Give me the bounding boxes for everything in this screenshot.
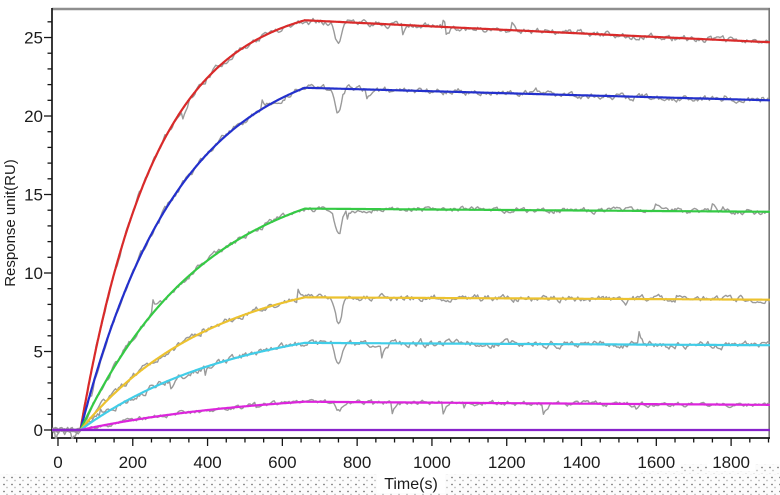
series-curve-6-fit: [52, 400, 770, 432]
y-tick-label: 15: [24, 186, 43, 205]
x-tick-label-bg: [632, 451, 681, 471]
x-tick-label: 200: [119, 453, 147, 472]
y-tick-label: 20: [24, 107, 43, 126]
x-tick-label-bg: [482, 451, 531, 471]
x-tick-label: 1000: [413, 453, 451, 472]
x-tick-label-bg: [557, 451, 606, 471]
x-tick-label: 0: [53, 453, 62, 472]
series-curve-3-fit: [52, 207, 770, 432]
x-tick-label-bg: [258, 451, 307, 471]
x-tick-label-bg: [108, 451, 157, 471]
series-curve-6-measured: [52, 398, 770, 439]
series-curve-4-fit: [52, 296, 770, 432]
y-axis-title: Response unit(RU): [2, 159, 19, 287]
x-tick-label-bg: [333, 451, 382, 471]
y-tick-label: 25: [24, 29, 43, 48]
series-curve-1-measured: [52, 17, 770, 432]
series-curve-3-measured: [52, 203, 770, 433]
x-tick-label-bg: [33, 451, 82, 471]
x-tick-label-bg: [183, 451, 232, 471]
series-curve-1-fit: [52, 19, 770, 432]
x-tick-label: 1600: [637, 453, 675, 472]
x-tick-label: 400: [193, 453, 221, 472]
series-traces: [52, 17, 770, 439]
y-tick-label: 0: [34, 421, 43, 440]
x-tick-label: 1400: [563, 453, 601, 472]
x-tick-label: 800: [343, 453, 371, 472]
x-tick-label-bg: [407, 451, 456, 471]
series-curve-5-fit: [52, 341, 770, 432]
x-tick-label: 1200: [488, 453, 526, 472]
series-curve-4-measured: [52, 288, 770, 439]
x-tick-label: 600: [268, 453, 296, 472]
y-tick-label: 10: [24, 264, 43, 283]
x-tick-label-bg: [707, 451, 756, 471]
x-axis-title-bg: [377, 473, 445, 493]
y-tick-label: 5: [34, 342, 43, 361]
x-axis-title: Time(s): [384, 476, 438, 493]
x-tick-label: 1800: [712, 453, 750, 472]
series-curve-2-fit: [52, 86, 770, 432]
series-curve-2-measured: [52, 83, 770, 433]
